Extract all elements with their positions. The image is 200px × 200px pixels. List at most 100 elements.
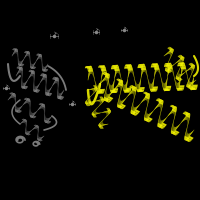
Polygon shape — [162, 80, 163, 86]
Polygon shape — [38, 140, 40, 141]
Polygon shape — [86, 103, 87, 106]
Polygon shape — [27, 52, 30, 53]
Polygon shape — [126, 90, 131, 92]
Polygon shape — [46, 90, 48, 95]
Polygon shape — [92, 94, 93, 95]
Polygon shape — [91, 88, 95, 90]
Polygon shape — [191, 65, 195, 70]
Polygon shape — [15, 49, 16, 53]
Polygon shape — [36, 125, 38, 126]
Polygon shape — [181, 56, 184, 59]
Polygon shape — [19, 68, 21, 73]
Polygon shape — [27, 99, 30, 100]
Polygon shape — [180, 66, 186, 69]
Polygon shape — [56, 78, 58, 83]
Polygon shape — [30, 73, 32, 77]
Polygon shape — [172, 127, 176, 133]
Polygon shape — [14, 95, 15, 99]
Polygon shape — [172, 133, 177, 135]
Polygon shape — [100, 126, 102, 129]
Polygon shape — [41, 59, 42, 61]
Polygon shape — [15, 49, 16, 53]
Polygon shape — [102, 97, 104, 99]
Polygon shape — [181, 73, 184, 75]
Polygon shape — [21, 106, 22, 107]
Polygon shape — [187, 81, 190, 86]
Polygon shape — [19, 107, 20, 110]
Polygon shape — [28, 133, 30, 135]
Polygon shape — [179, 57, 183, 62]
Polygon shape — [26, 123, 27, 125]
Polygon shape — [104, 94, 108, 101]
Polygon shape — [46, 95, 49, 96]
Polygon shape — [117, 99, 120, 106]
Polygon shape — [26, 134, 28, 135]
Polygon shape — [32, 129, 33, 130]
Polygon shape — [34, 86, 35, 91]
Polygon shape — [17, 112, 20, 113]
Polygon shape — [17, 108, 18, 112]
Polygon shape — [27, 131, 28, 134]
Polygon shape — [108, 110, 110, 113]
Polygon shape — [144, 64, 145, 72]
Polygon shape — [128, 71, 129, 77]
Polygon shape — [96, 83, 97, 91]
Polygon shape — [44, 67, 45, 71]
Polygon shape — [16, 107, 18, 112]
Polygon shape — [124, 66, 129, 69]
Polygon shape — [29, 55, 30, 58]
Polygon shape — [171, 133, 176, 135]
Polygon shape — [30, 112, 32, 117]
Polygon shape — [46, 90, 47, 95]
Polygon shape — [22, 82, 23, 87]
Polygon shape — [44, 120, 47, 121]
Polygon shape — [180, 55, 184, 57]
Polygon shape — [34, 86, 36, 92]
Polygon shape — [27, 99, 30, 100]
Polygon shape — [45, 118, 47, 122]
Polygon shape — [47, 118, 49, 122]
Polygon shape — [19, 68, 22, 70]
Polygon shape — [120, 83, 123, 89]
Polygon shape — [15, 111, 18, 112]
Polygon shape — [25, 132, 27, 133]
Polygon shape — [45, 117, 46, 121]
Polygon shape — [143, 64, 144, 72]
Polygon shape — [160, 100, 163, 107]
Polygon shape — [168, 47, 172, 50]
Polygon shape — [145, 110, 147, 115]
Polygon shape — [9, 93, 13, 95]
Polygon shape — [146, 119, 151, 122]
Polygon shape — [26, 53, 27, 57]
Polygon shape — [134, 77, 135, 81]
Polygon shape — [38, 137, 39, 140]
Polygon shape — [99, 99, 103, 102]
Polygon shape — [23, 88, 26, 89]
Polygon shape — [45, 66, 46, 69]
Polygon shape — [60, 93, 61, 97]
Polygon shape — [39, 54, 40, 58]
Polygon shape — [88, 97, 91, 98]
Polygon shape — [103, 112, 105, 113]
Polygon shape — [43, 67, 44, 71]
Polygon shape — [47, 64, 48, 66]
Polygon shape — [28, 78, 29, 79]
Polygon shape — [39, 54, 41, 55]
Polygon shape — [105, 73, 109, 77]
Polygon shape — [36, 85, 38, 90]
Polygon shape — [50, 87, 51, 90]
Polygon shape — [128, 93, 130, 96]
Polygon shape — [104, 118, 105, 119]
Polygon shape — [93, 85, 95, 88]
Polygon shape — [87, 103, 89, 106]
Polygon shape — [28, 99, 30, 103]
Polygon shape — [102, 112, 103, 113]
Polygon shape — [45, 70, 48, 71]
Polygon shape — [26, 134, 28, 135]
Polygon shape — [32, 129, 33, 130]
Polygon shape — [117, 104, 122, 108]
Polygon shape — [177, 74, 180, 79]
Polygon shape — [15, 104, 16, 106]
Polygon shape — [23, 120, 24, 123]
Polygon shape — [96, 85, 97, 88]
